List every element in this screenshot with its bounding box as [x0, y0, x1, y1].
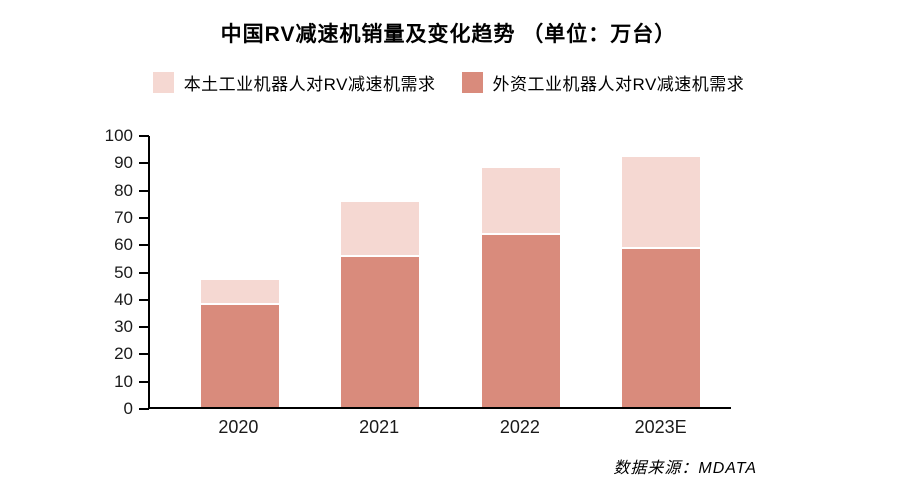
y-axis-tick [139, 408, 149, 410]
bar-segment-foreign [341, 256, 420, 407]
y-axis-tick [139, 380, 149, 383]
bars-container [150, 136, 731, 407]
bar-segment-foreign [621, 248, 700, 407]
legend-label-foreign: 外资工业机器人对RV减速机需求 [492, 75, 745, 94]
legend-swatch-local [152, 72, 174, 93]
y-axis-tick [139, 162, 149, 165]
y-axis-tick-label: 0 [123, 399, 133, 418]
y-axis-tick-label: 20 [114, 344, 133, 364]
y-axis-tick [139, 189, 149, 192]
bar-group-2021 [341, 202, 420, 407]
source-note: 数据来源：MDATA [613, 460, 757, 477]
y-axis-tick [139, 271, 149, 274]
bar-group-2020 [201, 280, 280, 407]
bar-segment-foreign [201, 304, 280, 407]
y-axis-tick [139, 135, 149, 137]
plot-area [148, 136, 731, 409]
y-axis-tick-label: 100 [104, 126, 133, 145]
y-axis-tick-label: 30 [114, 317, 133, 337]
y-axis-tick [139, 298, 149, 301]
legend-swatch-foreign [461, 72, 483, 93]
y-axis-tick [139, 353, 149, 356]
chart-title: 中国RV减速机销量及变化趋势 （单位：万台） [220, 23, 677, 46]
legend: 本土工业机器人对RV减速机需求 外资工业机器人对RV减速机需求 [0, 70, 897, 95]
y-axis-tick-label: 60 [114, 235, 133, 255]
y-axis-tick-label: 50 [114, 262, 133, 282]
legend-label-local: 本土工业机器人对RV减速机需求 [183, 75, 436, 94]
bar-segment-local [481, 168, 560, 236]
bar-segment-local [201, 280, 280, 305]
y-axis-tick-label: 40 [114, 289, 133, 309]
legend-item-foreign: 外资工业机器人对RV减速机需求 [461, 70, 745, 95]
y-axis-tick [139, 244, 149, 247]
bar-segment-local [621, 157, 700, 249]
bar-segment-foreign [481, 235, 560, 407]
y-axis-tick-label: 70 [114, 207, 133, 227]
x-axis-labels: 2020 2021 2022 2023E [148, 417, 731, 438]
bar-group-2023E [621, 157, 700, 407]
y-axis-tick-label: 90 [114, 153, 133, 173]
x-axis-label: 2021 [359, 417, 400, 437]
x-axis-label: 2023E [634, 417, 687, 437]
x-axis-label: 2020 [218, 417, 259, 437]
x-axis-label: 2022 [499, 417, 540, 437]
bar-segment-local [341, 202, 420, 257]
y-axis-tick [139, 216, 149, 219]
y-axis-tick-label: 80 [114, 180, 133, 200]
legend-item-local: 本土工业机器人对RV减速机需求 [152, 70, 436, 95]
y-axis-tick [139, 326, 149, 329]
bar-group-2022 [481, 168, 560, 407]
y-axis-tick-label: 10 [114, 371, 133, 391]
